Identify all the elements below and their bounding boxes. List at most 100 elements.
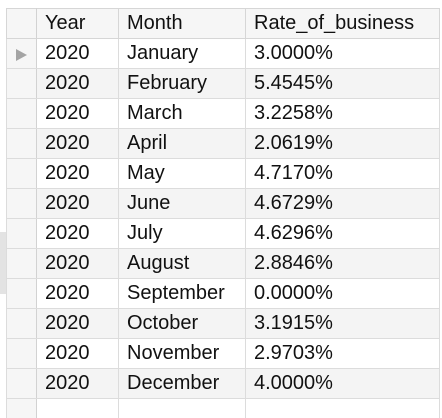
rate-cell[interactable]: 4.0000% (245, 368, 440, 399)
empty-cell[interactable] (245, 398, 440, 418)
row-indicator[interactable] (6, 398, 37, 418)
month-cell[interactable]: August (118, 248, 246, 279)
current-row-arrow-icon (16, 48, 27, 61)
month-cell-text: July (127, 222, 163, 244)
year-cell[interactable]: 2020 (36, 248, 119, 279)
month-cell[interactable]: October (118, 308, 246, 339)
column-header-rate[interactable]: Rate_of_business (245, 8, 440, 39)
table-row[interactable]: 2020 November 2.9703% (6, 338, 440, 369)
year-cell-text: 2020 (45, 282, 90, 304)
year-cell-text: 2020 (45, 162, 90, 184)
rate-cell[interactable]: 2.0619% (245, 128, 440, 159)
month-cell[interactable]: December (118, 368, 246, 399)
row-indicator[interactable] (6, 308, 37, 339)
year-cell[interactable]: 2020 (36, 68, 119, 99)
table-row[interactable]: 2020 June 4.6729% (6, 188, 440, 219)
month-cell-text: March (127, 102, 183, 124)
year-cell[interactable]: 2020 (36, 128, 119, 159)
month-cell[interactable]: July (118, 218, 246, 249)
row-indicator[interactable] (6, 218, 37, 249)
year-cell[interactable]: 2020 (36, 338, 119, 369)
row-indicator[interactable] (6, 278, 37, 309)
month-cell[interactable]: June (118, 188, 246, 219)
rate-cell-text: 4.6296% (254, 222, 333, 244)
rate-cell-text: 4.6729% (254, 192, 333, 214)
rate-cell-text: 3.0000% (254, 42, 333, 64)
column-header-year[interactable]: Year (36, 8, 119, 39)
row-indicator[interactable] (6, 128, 37, 159)
rate-cell[interactable]: 0.0000% (245, 278, 440, 309)
rate-cell-text: 3.1915% (254, 312, 333, 334)
month-cell[interactable]: May (118, 158, 246, 189)
year-cell-text: 2020 (45, 42, 90, 64)
table-row[interactable]: 2020 October 3.1915% (6, 308, 440, 339)
year-cell[interactable]: 2020 (36, 368, 119, 399)
table-row[interactable]: 2020 January 3.0000% (6, 38, 440, 69)
empty-cell[interactable] (36, 398, 119, 418)
rate-cell[interactable]: 2.8846% (245, 248, 440, 279)
rate-cell[interactable]: 4.6296% (245, 218, 440, 249)
year-cell-text: 2020 (45, 252, 90, 274)
year-cell-text: 2020 (45, 222, 90, 244)
rate-cell[interactable]: 3.0000% (245, 38, 440, 69)
month-cell[interactable]: September (118, 278, 246, 309)
year-cell[interactable]: 2020 (36, 188, 119, 219)
rate-cell[interactable]: 3.1915% (245, 308, 440, 339)
year-cell[interactable]: 2020 (36, 158, 119, 189)
year-cell-text: 2020 (45, 132, 90, 154)
column-header-month[interactable]: Month (118, 8, 246, 39)
year-cell[interactable]: 2020 (36, 98, 119, 129)
year-cell-text: 2020 (45, 102, 90, 124)
year-cell[interactable]: 2020 (36, 308, 119, 339)
rate-cell[interactable]: 3.2258% (245, 98, 440, 129)
empty-row[interactable] (6, 398, 440, 418)
month-cell-text: May (127, 162, 165, 184)
rate-cell-text: 0.0000% (254, 282, 333, 304)
year-cell-text: 2020 (45, 342, 90, 364)
panel-edge-handle[interactable] (0, 232, 6, 294)
month-cell-text: January (127, 42, 199, 64)
year-cell[interactable]: 2020 (36, 278, 119, 309)
month-cell-text: December (127, 372, 220, 394)
table-row[interactable]: 2020 March 3.2258% (6, 98, 440, 129)
rate-cell[interactable]: 5.4545% (245, 68, 440, 99)
table-row[interactable]: 2020 September 0.0000% (6, 278, 440, 309)
month-cell-text: April (127, 132, 168, 154)
month-cell-text: August (127, 252, 190, 274)
row-indicator-header (6, 8, 37, 39)
year-cell[interactable]: 2020 (36, 38, 119, 69)
rate-cell[interactable]: 4.7170% (245, 158, 440, 189)
year-cell-text: 2020 (45, 72, 90, 94)
year-cell[interactable]: 2020 (36, 218, 119, 249)
row-indicator[interactable] (6, 248, 37, 279)
row-indicator[interactable] (6, 98, 37, 129)
table-row[interactable]: 2020 August 2.8846% (6, 248, 440, 279)
table-row[interactable]: 2020 February 5.4545% (6, 68, 440, 99)
table-row[interactable]: 2020 December 4.0000% (6, 368, 440, 399)
rate-cell-text: 5.4545% (254, 72, 333, 94)
month-cell[interactable]: March (118, 98, 246, 129)
row-indicator[interactable] (6, 338, 37, 369)
header-row: Year Month Rate_of_business (6, 8, 440, 39)
month-cell-text: June (127, 192, 171, 214)
empty-cell[interactable] (118, 398, 246, 418)
row-indicator[interactable] (6, 368, 37, 399)
rate-cell[interactable]: 2.9703% (245, 338, 440, 369)
row-indicator[interactable] (6, 38, 37, 69)
month-cell[interactable]: April (118, 128, 246, 159)
table-row[interactable]: 2020 April 2.0619% (6, 128, 440, 159)
month-cell[interactable]: November (118, 338, 246, 369)
row-indicator[interactable] (6, 68, 37, 99)
rate-cell-text: 3.2258% (254, 102, 333, 124)
table-row[interactable]: 2020 May 4.7170% (6, 158, 440, 189)
month-cell[interactable]: January (118, 38, 246, 69)
year-cell-text: 2020 (45, 192, 90, 214)
row-indicator[interactable] (6, 188, 37, 219)
month-cell[interactable]: February (118, 68, 246, 99)
row-indicator[interactable] (6, 158, 37, 189)
table-row[interactable]: 2020 July 4.6296% (6, 218, 440, 249)
month-cell-text: September (127, 282, 225, 304)
month-cell-text: October (127, 312, 199, 334)
rate-cell[interactable]: 4.6729% (245, 188, 440, 219)
